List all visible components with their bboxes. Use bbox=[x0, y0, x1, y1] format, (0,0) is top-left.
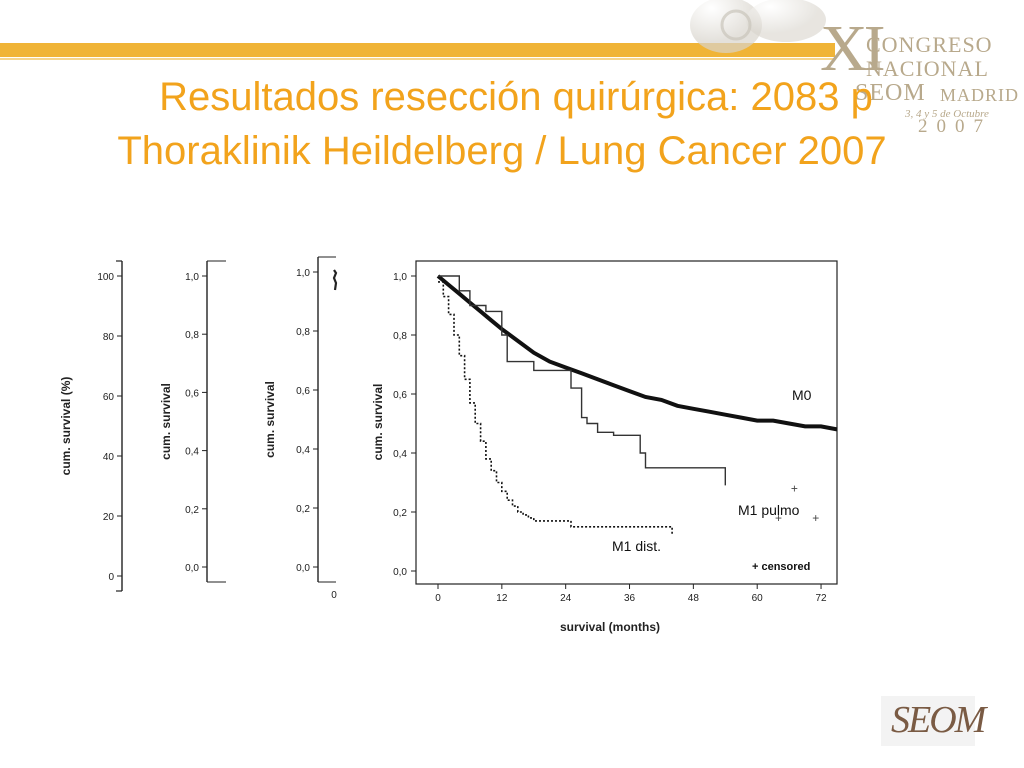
y-tick-label: 0,8 bbox=[393, 331, 407, 342]
congress-city: MADRID bbox=[940, 85, 1020, 105]
series-line-m1-pulmo bbox=[438, 275, 726, 486]
y-tick-label: 0,8 bbox=[296, 327, 310, 338]
x-tick-label: 0 bbox=[435, 593, 441, 604]
x-tick-label: 60 bbox=[752, 593, 764, 604]
congress-line1: CONGRESO bbox=[866, 32, 993, 57]
congress-numeral: XI bbox=[820, 12, 886, 85]
y-tick-label: 0,8 bbox=[185, 330, 199, 341]
x-tick-label: 12 bbox=[496, 593, 508, 604]
congress-emblem-icon bbox=[690, 0, 826, 53]
x-axis-label: survival (months) bbox=[560, 620, 660, 634]
y-tick-label: 0,6 bbox=[296, 386, 310, 397]
y-tick-label: 0,2 bbox=[296, 504, 310, 515]
y-tick-label: 0 bbox=[108, 572, 114, 583]
y-tick-label: 40 bbox=[103, 452, 115, 463]
y-tick-label: 1,0 bbox=[185, 272, 199, 283]
y-tick-label: 0,2 bbox=[185, 505, 199, 516]
congress-year: 2007 bbox=[918, 116, 992, 137]
x-tick-label: 0 bbox=[331, 590, 337, 601]
y-tick-label: 0,6 bbox=[393, 390, 407, 401]
censored-mark: + bbox=[791, 481, 798, 495]
y-tick-label: 0,2 bbox=[393, 508, 407, 519]
y-axis-label: cum. survival bbox=[159, 383, 173, 460]
seom-logo: SEOM bbox=[881, 696, 986, 746]
censored-legend: + censored bbox=[752, 561, 810, 573]
y-axis-label: cum. survival bbox=[371, 384, 385, 461]
y-axis-label: cum. survival bbox=[263, 381, 277, 458]
congress-line3: SEOM bbox=[855, 80, 926, 106]
y-axis-label: cum. survival (%) bbox=[59, 377, 73, 476]
censored-mark: + bbox=[812, 511, 819, 525]
survival-curves-svg: 0 20 40 60 80 100 cum. survival (%) 0,0 0,2 0,4 0,… bbox=[59, 256, 838, 634]
y-tick-label: 0,6 bbox=[185, 388, 199, 399]
y-tick-label: 0,4 bbox=[185, 447, 199, 458]
series-label-m1-dist: M1 dist. bbox=[612, 538, 661, 554]
series-line-m1-dist bbox=[438, 281, 673, 536]
slide-title-line2: Thoraklinik Heildelberg / Lung Cancer 20… bbox=[117, 129, 887, 173]
series-label-m1-pulmo: M1 pulmo bbox=[738, 502, 800, 518]
y-tick-label: 0,4 bbox=[296, 445, 310, 456]
x-tick-label: 48 bbox=[688, 593, 700, 604]
y-tick-label: 60 bbox=[103, 392, 115, 403]
y-tick-label: 0,4 bbox=[393, 449, 407, 460]
y-tick-label: 100 bbox=[97, 272, 114, 283]
survival-charts: 0 20 40 60 80 100 cum. survival (%) 0,0 0,2 0,4 0,… bbox=[40, 245, 860, 655]
y-tick-label: 0,0 bbox=[296, 563, 310, 574]
y-tick-label: 0,0 bbox=[393, 567, 407, 578]
header-accent-bar bbox=[0, 43, 835, 57]
congress-logo bbox=[686, 0, 1024, 180]
plot-frame bbox=[415, 260, 838, 585]
y-tick-label: 1,0 bbox=[393, 272, 407, 283]
header-accent-bar-shadow bbox=[0, 58, 835, 60]
y-tick-label: 20 bbox=[103, 512, 115, 523]
congress-line2: NACIONAL bbox=[866, 56, 989, 81]
y-tick-label: 0,0 bbox=[185, 563, 199, 574]
congress-dates: 3, 4 y 5 de Octubre bbox=[905, 108, 989, 120]
y-tick-label: 80 bbox=[103, 332, 115, 343]
y-tick-label: 1,0 bbox=[296, 268, 310, 279]
x-tick-label: 36 bbox=[624, 593, 636, 604]
curve-fragment bbox=[332, 269, 338, 291]
x-tick-label: 24 bbox=[560, 593, 572, 604]
series-line-m0 bbox=[436, 274, 838, 432]
slide-title-line1: Resultados resección quirúrgica: 2083 p bbox=[159, 75, 873, 119]
x-tick-label: 72 bbox=[815, 593, 827, 604]
series-label-m0: M0 bbox=[792, 387, 812, 403]
censored-mark: + bbox=[775, 511, 782, 525]
seom-logo-icon: SEOM bbox=[891, 699, 986, 741]
